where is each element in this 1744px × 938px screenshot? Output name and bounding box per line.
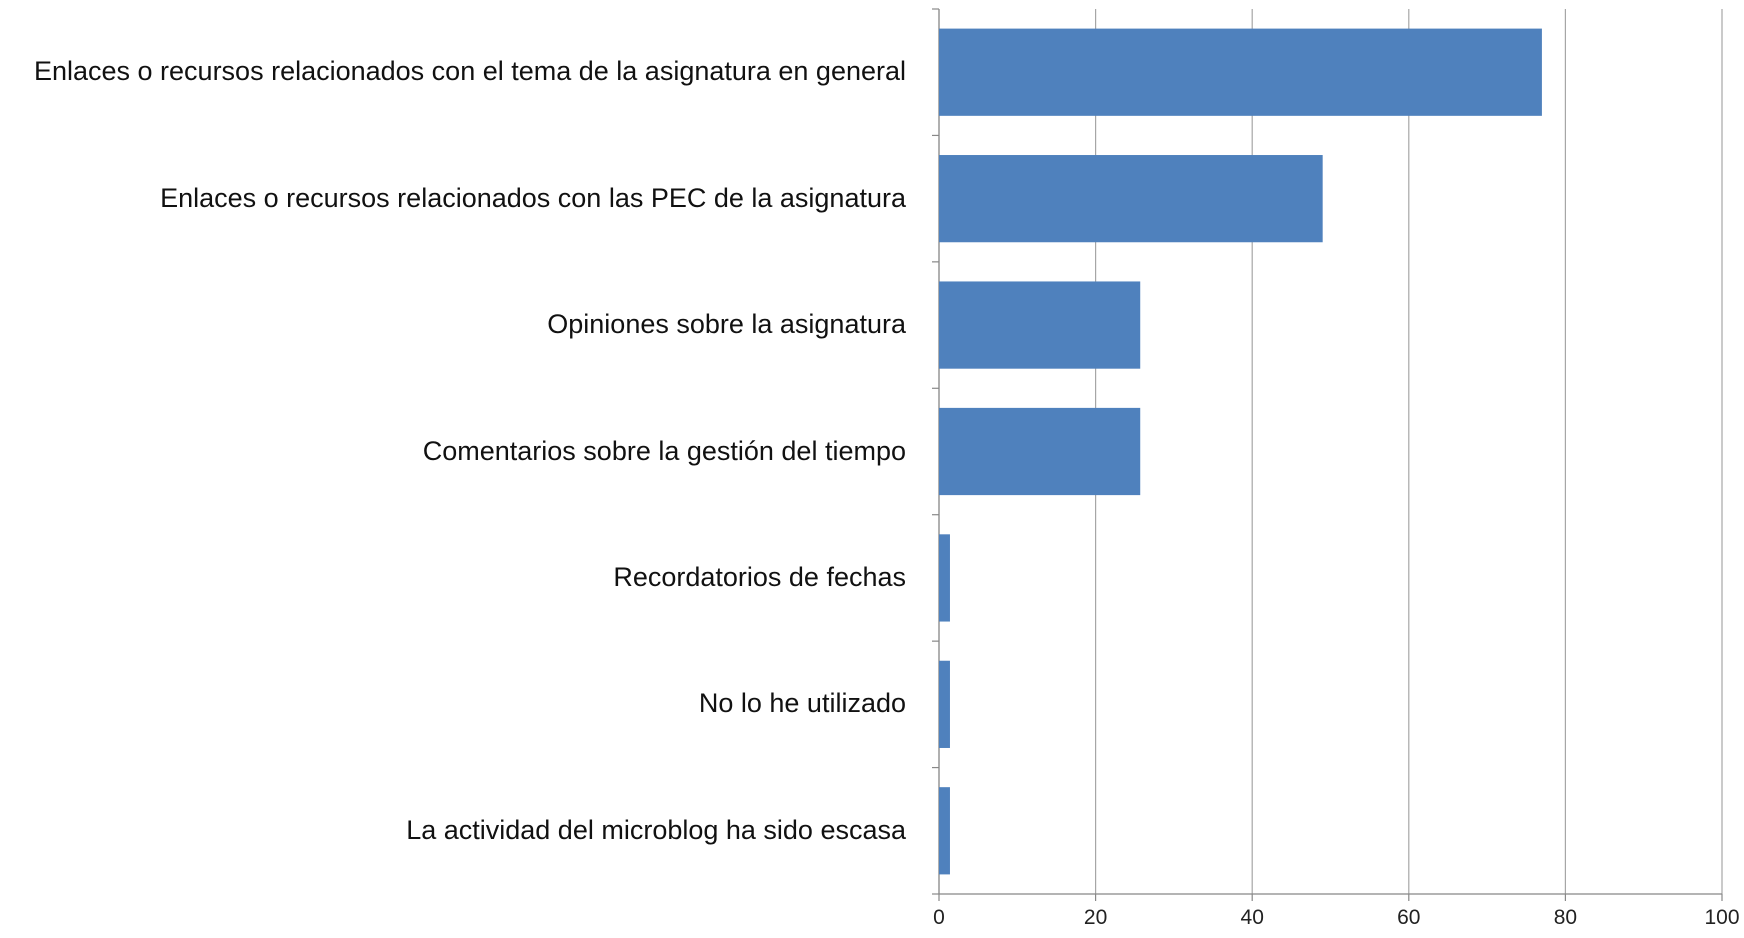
x-tick-label: 20	[1084, 906, 1107, 929]
y-tick-label: Comentarios sobre la gestión del tiempo	[422, 435, 906, 466]
bar	[939, 407, 1141, 496]
bar	[939, 534, 950, 622]
bar	[939, 660, 950, 748]
y-tick-label: No lo he utilizado	[698, 688, 906, 719]
x-tick-label: 100	[1704, 906, 1739, 929]
x-tick-label: 60	[1397, 906, 1420, 929]
bar	[939, 787, 950, 875]
bar	[939, 281, 1141, 369]
y-tick-label: Recordatorios de fechas	[613, 562, 906, 593]
y-tick-label: La actividad del microblog ha sido escas…	[406, 814, 906, 845]
bar	[939, 155, 1323, 243]
y-tick-label: Enlaces o recursos relacionados con el t…	[33, 56, 906, 87]
y-tick-label: Enlaces o recursos relacionados con las …	[160, 182, 906, 213]
x-tick-label: 80	[1554, 906, 1577, 929]
y-tick-label: Opiniones sobre la asignatura	[547, 309, 906, 340]
x-tick-label: 40	[1241, 906, 1264, 929]
bar	[939, 28, 1542, 116]
x-tick-label: 0	[933, 906, 945, 929]
